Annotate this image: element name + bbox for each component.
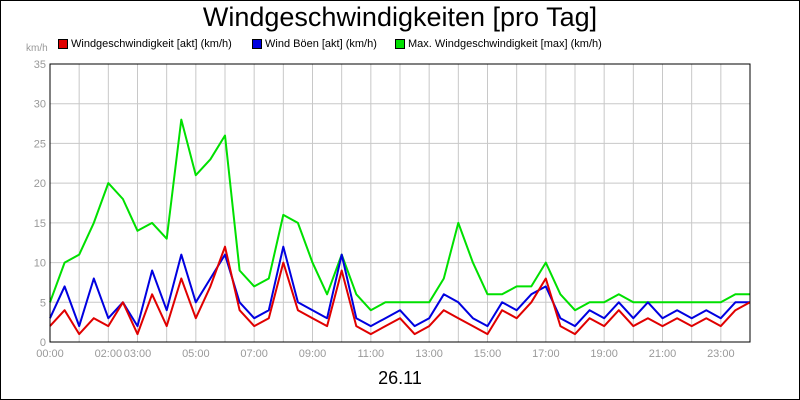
legend-swatch-blue (252, 39, 262, 49)
x-tick-label: 02:00 (95, 348, 123, 360)
series-line-0 (49, 245, 751, 336)
x-tick-label: 03:00 (124, 348, 152, 360)
y-tick-label: 15 (34, 218, 46, 230)
series-line-1 (49, 245, 750, 328)
x-tick-label: 19:00 (590, 348, 618, 360)
x-tick-label: 09:00 (299, 348, 327, 360)
chart-title: Windgeschwindigkeiten [pro Tag] (202, 2, 598, 32)
series-line-2 (49, 118, 750, 312)
x-tick-label: 23:00 (707, 348, 735, 360)
legend-label-wind-boeen: Wind Böen [akt] (km/h) (265, 38, 377, 50)
y-tick-label: 0 (40, 337, 46, 349)
x-axis-date-label: 26.11 (378, 368, 422, 388)
x-tick-label: 13:00 (415, 348, 443, 360)
y-tick-label: 25 (34, 138, 46, 150)
x-tick-label: 07:00 (240, 348, 268, 360)
y-tick-label: 30 (34, 99, 46, 111)
legend-swatch-green (395, 39, 405, 49)
legend-item-wind-boeen: Wind Böen [akt] (km/h) (252, 38, 377, 50)
legend-item-windgeschwindigkeit: Windgeschwindigkeit [akt] (km/h) (58, 38, 232, 50)
y-tick-label: 5 (40, 297, 46, 309)
legend-item-max-windgeschwindigkeit: Max. Windgeschwindigkeit [max] (km/h) (395, 38, 602, 50)
x-tick-label: 05:00 (182, 348, 210, 360)
legend-label-max-windgeschwindigkeit: Max. Windgeschwindigkeit [max] (km/h) (408, 38, 602, 50)
x-tick-label: 00:00 (36, 348, 64, 360)
y-tick-label: 10 (34, 258, 46, 270)
y-tick-label: 20 (34, 178, 46, 190)
y-axis-unit: km/h (26, 43, 48, 54)
x-tick-label: 15:00 (474, 348, 502, 360)
y-tick-label: 35 (34, 59, 46, 71)
plot-border (49, 63, 751, 343)
legend-label-windgeschwindigkeit: Windgeschwindigkeit [akt] (km/h) (71, 38, 232, 50)
legend-swatch-red (58, 39, 68, 49)
x-tick-label: 21:00 (649, 348, 677, 360)
x-tick-label: 11:00 (357, 348, 384, 360)
x-tick-label: 17:00 (532, 348, 560, 360)
